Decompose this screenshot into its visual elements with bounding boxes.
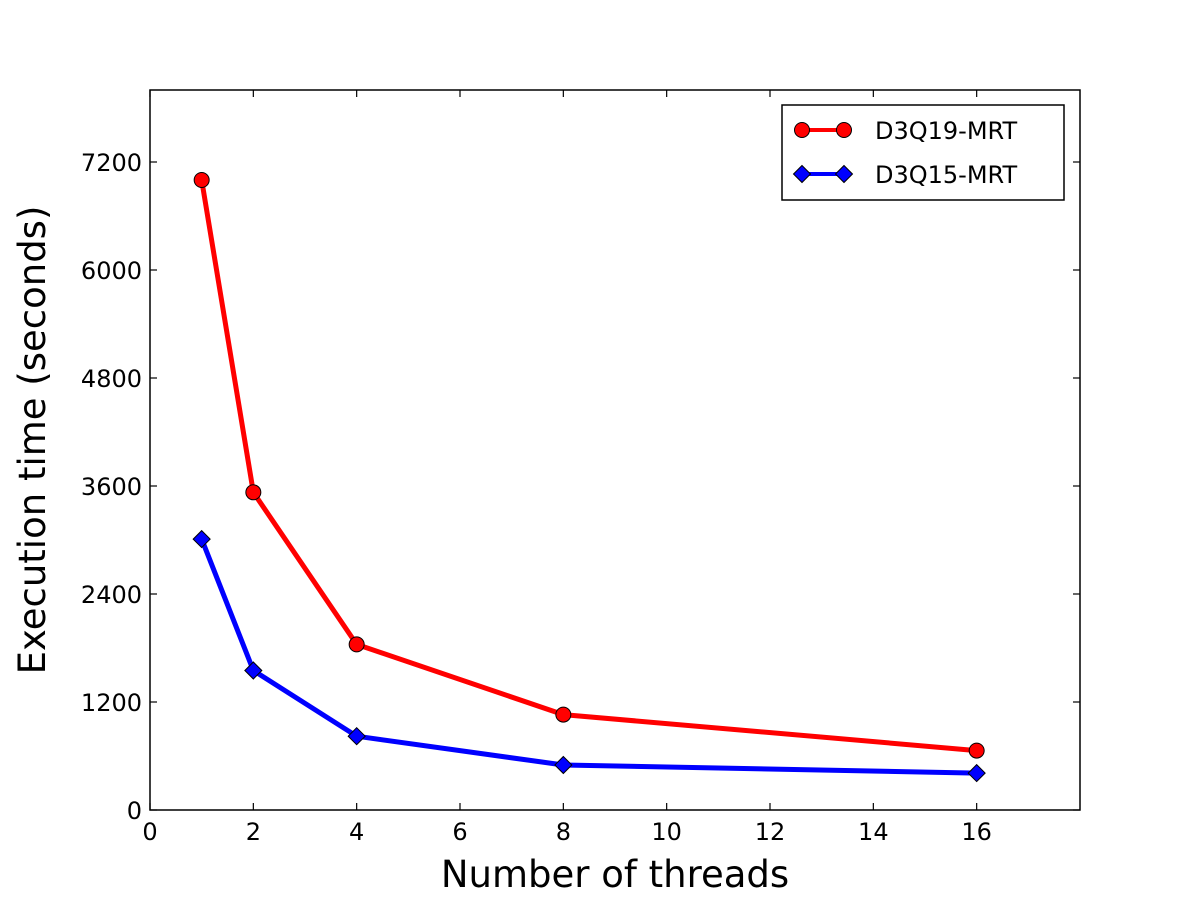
data-point xyxy=(347,726,366,746)
y-tick-label: 2400 xyxy=(81,581,142,609)
legend-marker xyxy=(836,122,852,138)
legend-entry: D3Q19-MRT xyxy=(794,117,1017,145)
x-tick-label: 16 xyxy=(961,818,992,846)
x-tick-label: 14 xyxy=(858,818,889,846)
y-tick-label: 0 xyxy=(127,797,142,825)
y-tick-label: 4800 xyxy=(81,365,142,393)
y-tick-label: 1200 xyxy=(81,689,142,717)
x-tick-label: 10 xyxy=(651,818,682,846)
series-layer xyxy=(192,172,986,783)
data-point xyxy=(192,529,211,549)
x-tick-label: 0 xyxy=(142,818,157,846)
x-tick-label: 12 xyxy=(755,818,786,846)
y-tick-label: 6000 xyxy=(81,257,142,285)
legend-label: D3Q15-MRT xyxy=(875,161,1017,189)
plot-area-background xyxy=(150,90,1080,810)
legend-box xyxy=(781,104,1065,201)
series-d3q19-mrt xyxy=(193,172,985,759)
legend-entry: D3Q15-MRT xyxy=(792,161,1017,189)
data-point xyxy=(968,742,985,759)
legend-marker xyxy=(794,122,810,138)
y-tick-label: 7200 xyxy=(81,149,142,177)
data-point xyxy=(554,755,573,775)
legend-label: D3Q19-MRT xyxy=(875,117,1017,145)
legend-marker xyxy=(792,164,812,184)
x-tick-label: 8 xyxy=(556,818,571,846)
x-tick-label: 4 xyxy=(349,818,364,846)
x-axis-label: Number of threads xyxy=(441,853,789,896)
data-point xyxy=(555,706,572,723)
series-d3q15-mrt xyxy=(192,529,986,783)
data-point xyxy=(244,661,263,680)
data-point xyxy=(967,763,986,783)
y-tick-label: 3600 xyxy=(81,473,142,501)
x-tick-label: 6 xyxy=(452,818,467,846)
y-axis-label: Execution time (seconds) xyxy=(11,206,54,675)
data-point xyxy=(348,636,365,653)
data-point xyxy=(193,172,210,188)
plot-frame xyxy=(149,89,1081,811)
data-point xyxy=(245,484,262,501)
ticks-layer: 0 2 4 6 8 10 12 14 16 0 1200 2400 3600 4800 6000 7200 xyxy=(81,90,1080,846)
x-tick-label: 2 xyxy=(246,818,261,846)
legend: D3Q19-MRT D3Q15-MRT xyxy=(781,104,1065,201)
legend-marker xyxy=(834,164,854,184)
